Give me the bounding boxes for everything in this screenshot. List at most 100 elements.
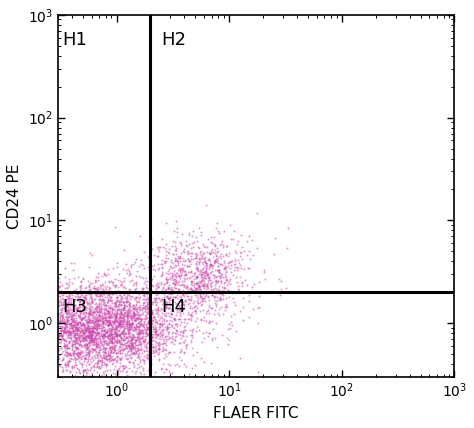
Point [164, 289, 172, 296]
Point [163, 303, 170, 309]
Point [244, 251, 251, 258]
Point [167, 283, 174, 290]
Point [94, 350, 101, 357]
Point [205, 270, 212, 277]
Point [127, 341, 135, 348]
Point [201, 285, 208, 291]
Point [199, 330, 207, 336]
Point [72, 312, 79, 318]
Point [124, 331, 131, 338]
Point [95, 309, 102, 315]
Point [210, 271, 217, 278]
Point [162, 347, 170, 354]
Point [137, 322, 145, 329]
Point [207, 279, 215, 286]
Point [162, 276, 169, 282]
Point [125, 309, 133, 316]
Point [108, 340, 116, 347]
Point [151, 329, 158, 336]
Point [221, 270, 229, 277]
Point [80, 309, 88, 315]
Point [63, 310, 70, 317]
Point [68, 365, 76, 372]
Point [197, 272, 204, 279]
Point [239, 316, 247, 323]
Point [250, 252, 257, 259]
Point [177, 306, 185, 313]
Point [117, 356, 124, 363]
Point [100, 361, 108, 368]
Point [101, 310, 109, 317]
Point [69, 321, 77, 328]
Point [141, 371, 148, 377]
Point [106, 305, 114, 312]
Point [170, 284, 178, 291]
Point [121, 363, 128, 369]
Point [98, 301, 105, 308]
Point [164, 324, 171, 331]
Point [90, 311, 97, 318]
Point [112, 326, 119, 333]
Point [175, 281, 183, 288]
Point [216, 242, 224, 249]
Point [128, 336, 136, 342]
Point [152, 294, 159, 301]
Point [72, 304, 80, 311]
Point [96, 290, 104, 297]
Point [143, 284, 151, 291]
Point [67, 356, 75, 363]
Point [108, 289, 115, 296]
Point [132, 367, 140, 374]
Point [70, 327, 77, 334]
Point [92, 325, 100, 332]
Point [183, 293, 191, 300]
Point [192, 252, 200, 259]
Point [154, 306, 162, 313]
Point [103, 332, 110, 339]
Point [223, 282, 231, 289]
Point [88, 333, 95, 339]
Point [205, 296, 212, 303]
Point [71, 358, 78, 365]
Point [219, 284, 226, 291]
Point [156, 328, 164, 335]
Point [71, 324, 79, 331]
Point [153, 319, 161, 326]
Point [152, 309, 159, 316]
Point [66, 351, 73, 358]
Point [76, 297, 84, 304]
Point [169, 251, 177, 258]
Point [161, 316, 168, 323]
Point [120, 312, 128, 319]
Point [128, 350, 136, 357]
Point [145, 343, 153, 350]
Point [219, 238, 226, 244]
Point [59, 355, 67, 362]
Point [161, 351, 169, 357]
Point [143, 354, 150, 360]
Point [167, 290, 174, 297]
Point [85, 348, 92, 354]
Point [60, 343, 67, 350]
Point [195, 270, 202, 277]
Point [144, 310, 151, 317]
Point [113, 332, 120, 339]
Point [96, 291, 104, 298]
Point [146, 318, 154, 324]
Point [138, 355, 146, 362]
Point [55, 356, 62, 363]
Point [82, 316, 90, 323]
Point [146, 285, 154, 291]
Point [182, 270, 189, 277]
Point [104, 297, 111, 303]
Point [82, 325, 90, 332]
Point [253, 209, 261, 216]
Point [65, 309, 73, 315]
Point [68, 346, 75, 353]
Point [114, 305, 121, 312]
Point [87, 338, 95, 345]
Point [123, 295, 131, 302]
Point [117, 324, 125, 331]
Point [108, 318, 116, 324]
Point [222, 302, 230, 309]
